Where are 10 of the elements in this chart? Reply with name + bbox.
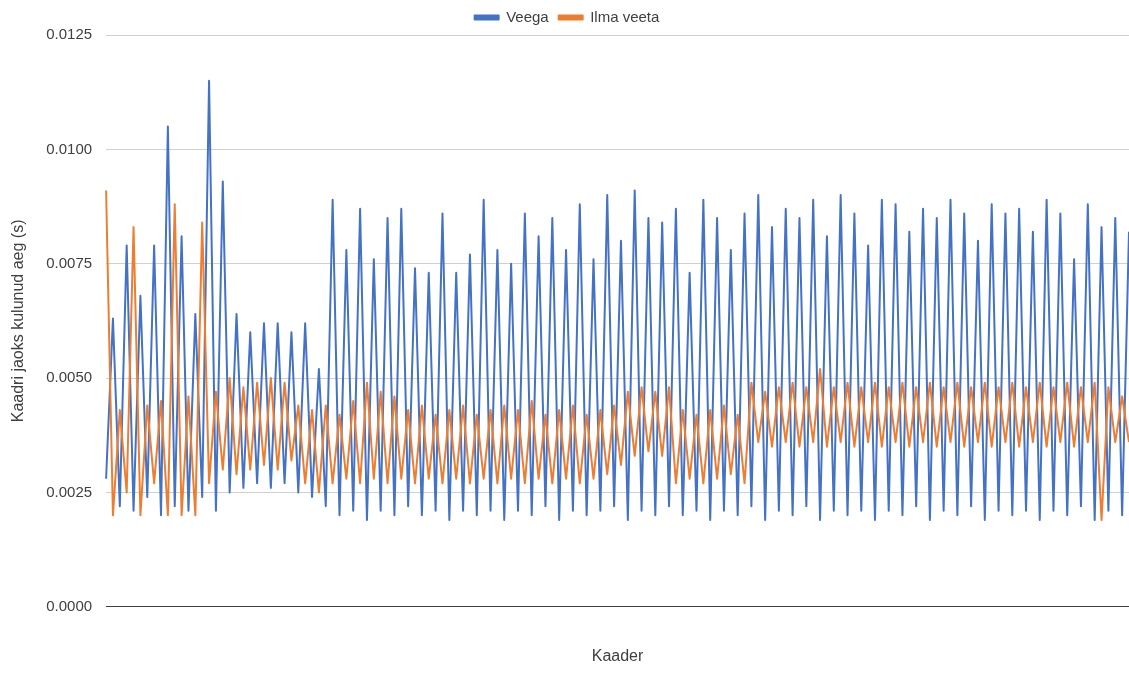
y-tick-label: 0.0025 (46, 482, 93, 500)
legend-label: Ilma veeta (590, 7, 661, 25)
y-tick-label: 0.0000 (46, 596, 93, 614)
y-tick-label: 0.0100 (46, 139, 93, 157)
y-tick-label: 0.0075 (46, 253, 93, 271)
y-tick-label: 0.0050 (46, 368, 93, 386)
legend-label: Veega (506, 7, 550, 25)
y-tick-label: 0.0125 (46, 25, 93, 43)
x-axis-title: Kaader (591, 646, 645, 664)
y-axis-title: Kaadri jaoks kulunud aeg (s) (9, 219, 27, 423)
